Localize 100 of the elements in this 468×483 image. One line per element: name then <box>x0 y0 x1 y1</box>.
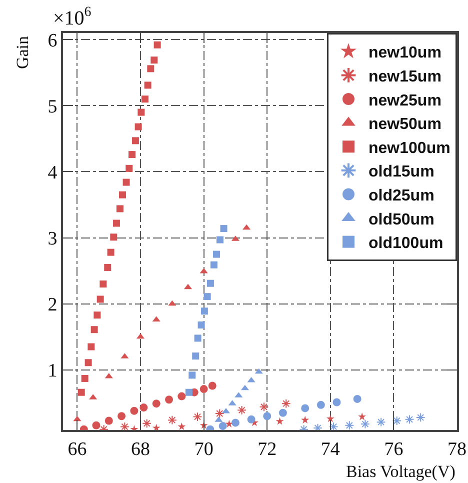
y-tick-label: 4 <box>48 162 58 184</box>
point <box>154 41 161 48</box>
x-tick-label: 66 <box>68 438 87 460</box>
x-tick-label: 78 <box>448 438 466 460</box>
point <box>84 359 92 366</box>
point <box>328 422 338 430</box>
point <box>104 264 112 271</box>
point <box>141 96 148 103</box>
point <box>360 419 370 429</box>
point <box>104 372 113 378</box>
point <box>200 385 208 394</box>
point <box>178 392 186 400</box>
x-axis-title: Bias Voltage(V) <box>346 462 456 481</box>
point <box>353 394 362 403</box>
point <box>118 412 126 420</box>
point <box>152 400 160 408</box>
point <box>220 225 228 232</box>
point <box>96 296 104 303</box>
y-tick-label: 6 <box>48 30 58 52</box>
point <box>212 250 220 258</box>
point <box>194 334 202 342</box>
point <box>332 398 341 406</box>
y-tick-label: 2 <box>48 294 58 316</box>
point <box>218 422 227 430</box>
legend-label: old15um <box>368 164 434 181</box>
legend-label: new25um <box>368 92 442 110</box>
point <box>416 412 426 422</box>
point <box>281 398 291 408</box>
point <box>138 108 145 116</box>
point <box>147 65 154 72</box>
point <box>247 376 256 382</box>
point <box>88 343 95 350</box>
point <box>142 418 152 428</box>
legend-label: new15um <box>368 68 442 86</box>
point <box>200 308 208 315</box>
legend-label: old50um <box>368 211 434 228</box>
x-tick-label: 74 <box>320 438 340 460</box>
point <box>81 374 88 382</box>
y-axis-title: Gain <box>13 35 32 70</box>
point <box>167 415 177 425</box>
point <box>301 404 310 412</box>
x-tick-label: 68 <box>131 438 150 460</box>
point <box>178 422 186 430</box>
point <box>94 312 101 319</box>
point <box>122 178 130 186</box>
point <box>188 372 196 379</box>
point <box>120 422 130 430</box>
point <box>392 416 402 426</box>
point <box>301 416 310 424</box>
point <box>208 382 216 390</box>
point <box>78 388 85 396</box>
legend-label: new100um <box>368 140 450 157</box>
point <box>130 406 138 415</box>
point <box>263 412 272 420</box>
point <box>404 414 414 424</box>
legend-label: new10um <box>368 44 442 62</box>
point <box>216 236 224 244</box>
point <box>144 82 152 89</box>
point <box>150 56 158 64</box>
point <box>116 205 124 212</box>
point <box>107 248 114 256</box>
x-tick-label: 72 <box>258 438 277 460</box>
point <box>192 352 200 360</box>
point <box>210 261 218 268</box>
point <box>168 300 176 306</box>
point <box>231 418 240 427</box>
point <box>185 388 192 396</box>
point <box>206 280 214 287</box>
point <box>165 396 174 404</box>
point <box>119 191 126 198</box>
point <box>254 368 263 374</box>
point <box>112 220 120 227</box>
point <box>276 417 284 425</box>
point <box>110 234 118 241</box>
x-tick-label: 76 <box>384 438 404 460</box>
legend-label: old100um <box>368 235 444 252</box>
point <box>200 268 208 274</box>
point <box>237 405 246 415</box>
y-tick-label: 1 <box>48 360 58 382</box>
point <box>126 164 133 172</box>
legend-label: old25um <box>368 187 434 204</box>
point <box>132 137 139 144</box>
point <box>204 293 211 300</box>
point <box>376 417 386 427</box>
point <box>100 280 107 288</box>
point <box>344 420 354 430</box>
point <box>128 151 136 158</box>
point <box>278 408 287 417</box>
point <box>247 415 256 424</box>
point <box>242 224 251 230</box>
point <box>104 416 113 425</box>
point <box>198 321 205 328</box>
y-tick-label: 3 <box>48 228 58 250</box>
point <box>326 414 334 422</box>
point <box>92 421 100 430</box>
point <box>214 408 224 418</box>
point <box>134 123 142 130</box>
y-tick-label: 5 <box>48 96 58 118</box>
point <box>259 402 269 412</box>
point <box>152 424 160 430</box>
